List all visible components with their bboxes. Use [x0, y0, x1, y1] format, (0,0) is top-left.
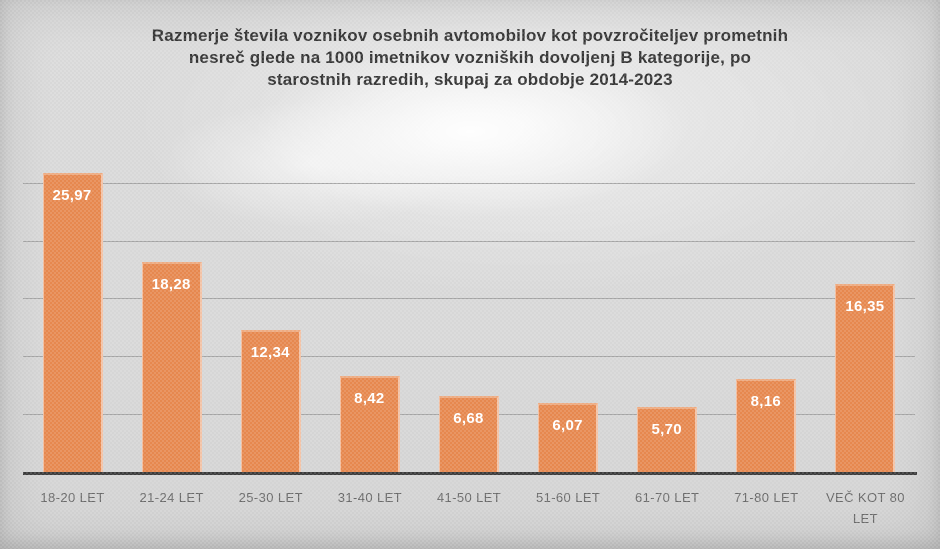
x-tick-label-5: 41-50 LET	[436, 490, 502, 505]
chart-title: Razmerje števila voznikov osebnih avtomo…	[0, 25, 940, 91]
x-tick-label-1: 18-20 LET	[40, 490, 105, 505]
bar-value-label: 5,70	[651, 421, 682, 439]
bar-value-label: 8,16	[750, 392, 782, 410]
plot-area: 25,97 18,28 12,34 8,42 6,68 6,07 5,70 8,16 16,35	[23, 141, 915, 473]
bar-18-20-let: 25,97	[42, 172, 103, 473]
bar-value-label: 6,07	[552, 416, 583, 434]
gridline-10	[23, 356, 915, 358]
bar-slot-5: 6,68	[419, 141, 518, 473]
bar-41-50-let: 6,68	[438, 395, 499, 473]
x-axis-line	[23, 472, 917, 475]
bar-slot-9: 16,35	[816, 141, 915, 473]
x-tick-label-7: 61-70 LET	[635, 490, 700, 505]
bar-value-label: 18,28	[151, 275, 191, 293]
bar-slot-6: 6,07	[519, 141, 618, 473]
bar-slot-7: 5,70	[618, 141, 717, 473]
bar-71-80-let: 8,16	[736, 378, 797, 473]
x-tick-label-8: 71-80 LET	[734, 490, 799, 505]
bar-value-label: 8,42	[354, 389, 385, 407]
gridline-15	[23, 298, 915, 300]
x-tick-label-9: VEČ KOT 80 LET	[825, 490, 905, 526]
bar-51-60-let: 6,07	[538, 402, 599, 473]
bar-več-kot-80-let: 16,35	[835, 283, 896, 473]
bars-container: 25,97 18,28 12,34 8,42 6,68 6,07 5,70 8,16 16,35	[23, 141, 915, 473]
x-tick-label-4: 31-40 LET	[337, 490, 403, 505]
bar-25-30-let: 12,34	[240, 330, 301, 473]
bar-slot-4: 8,42	[320, 141, 419, 473]
chart-title-line-1: Razmerje števila voznikov osebnih avtomo…	[151, 26, 789, 45]
x-tick-label-3: 25-30 LET	[238, 490, 303, 505]
chart-title-line-2: nesreč glede na 1000 imetnikov vozniških…	[188, 48, 752, 67]
x-tick-label-6: 51-60 LET	[535, 490, 601, 505]
bar-slot-1: 25,97	[23, 141, 122, 473]
bar-31-40-let: 8,42	[339, 375, 400, 473]
bar-21-24-let: 18,28	[141, 261, 202, 473]
bar-value-label: 6,68	[453, 409, 484, 427]
chart-title-line-3: starostnih razredih, skupaj za obdobje 2…	[267, 70, 673, 89]
bar-value-label: 12,34	[250, 344, 290, 362]
bar-value-label: 25,97	[52, 186, 92, 204]
x-axis-labels: 18-20 LET 21-24 LET 25-30 LET 31-40 LET 41-5…	[23, 487, 915, 529]
bar-slot-8: 8,16	[717, 141, 816, 473]
bar-61-70-let: 5,70	[637, 407, 698, 473]
gridline-25	[23, 182, 915, 184]
bar-value-label: 16,35	[845, 297, 885, 315]
bar-slot-3: 12,34	[221, 141, 320, 473]
gridline-20	[23, 240, 915, 242]
x-tick-label-2: 21-24 LET	[139, 490, 204, 505]
bar-slot-2: 18,28	[122, 141, 221, 473]
